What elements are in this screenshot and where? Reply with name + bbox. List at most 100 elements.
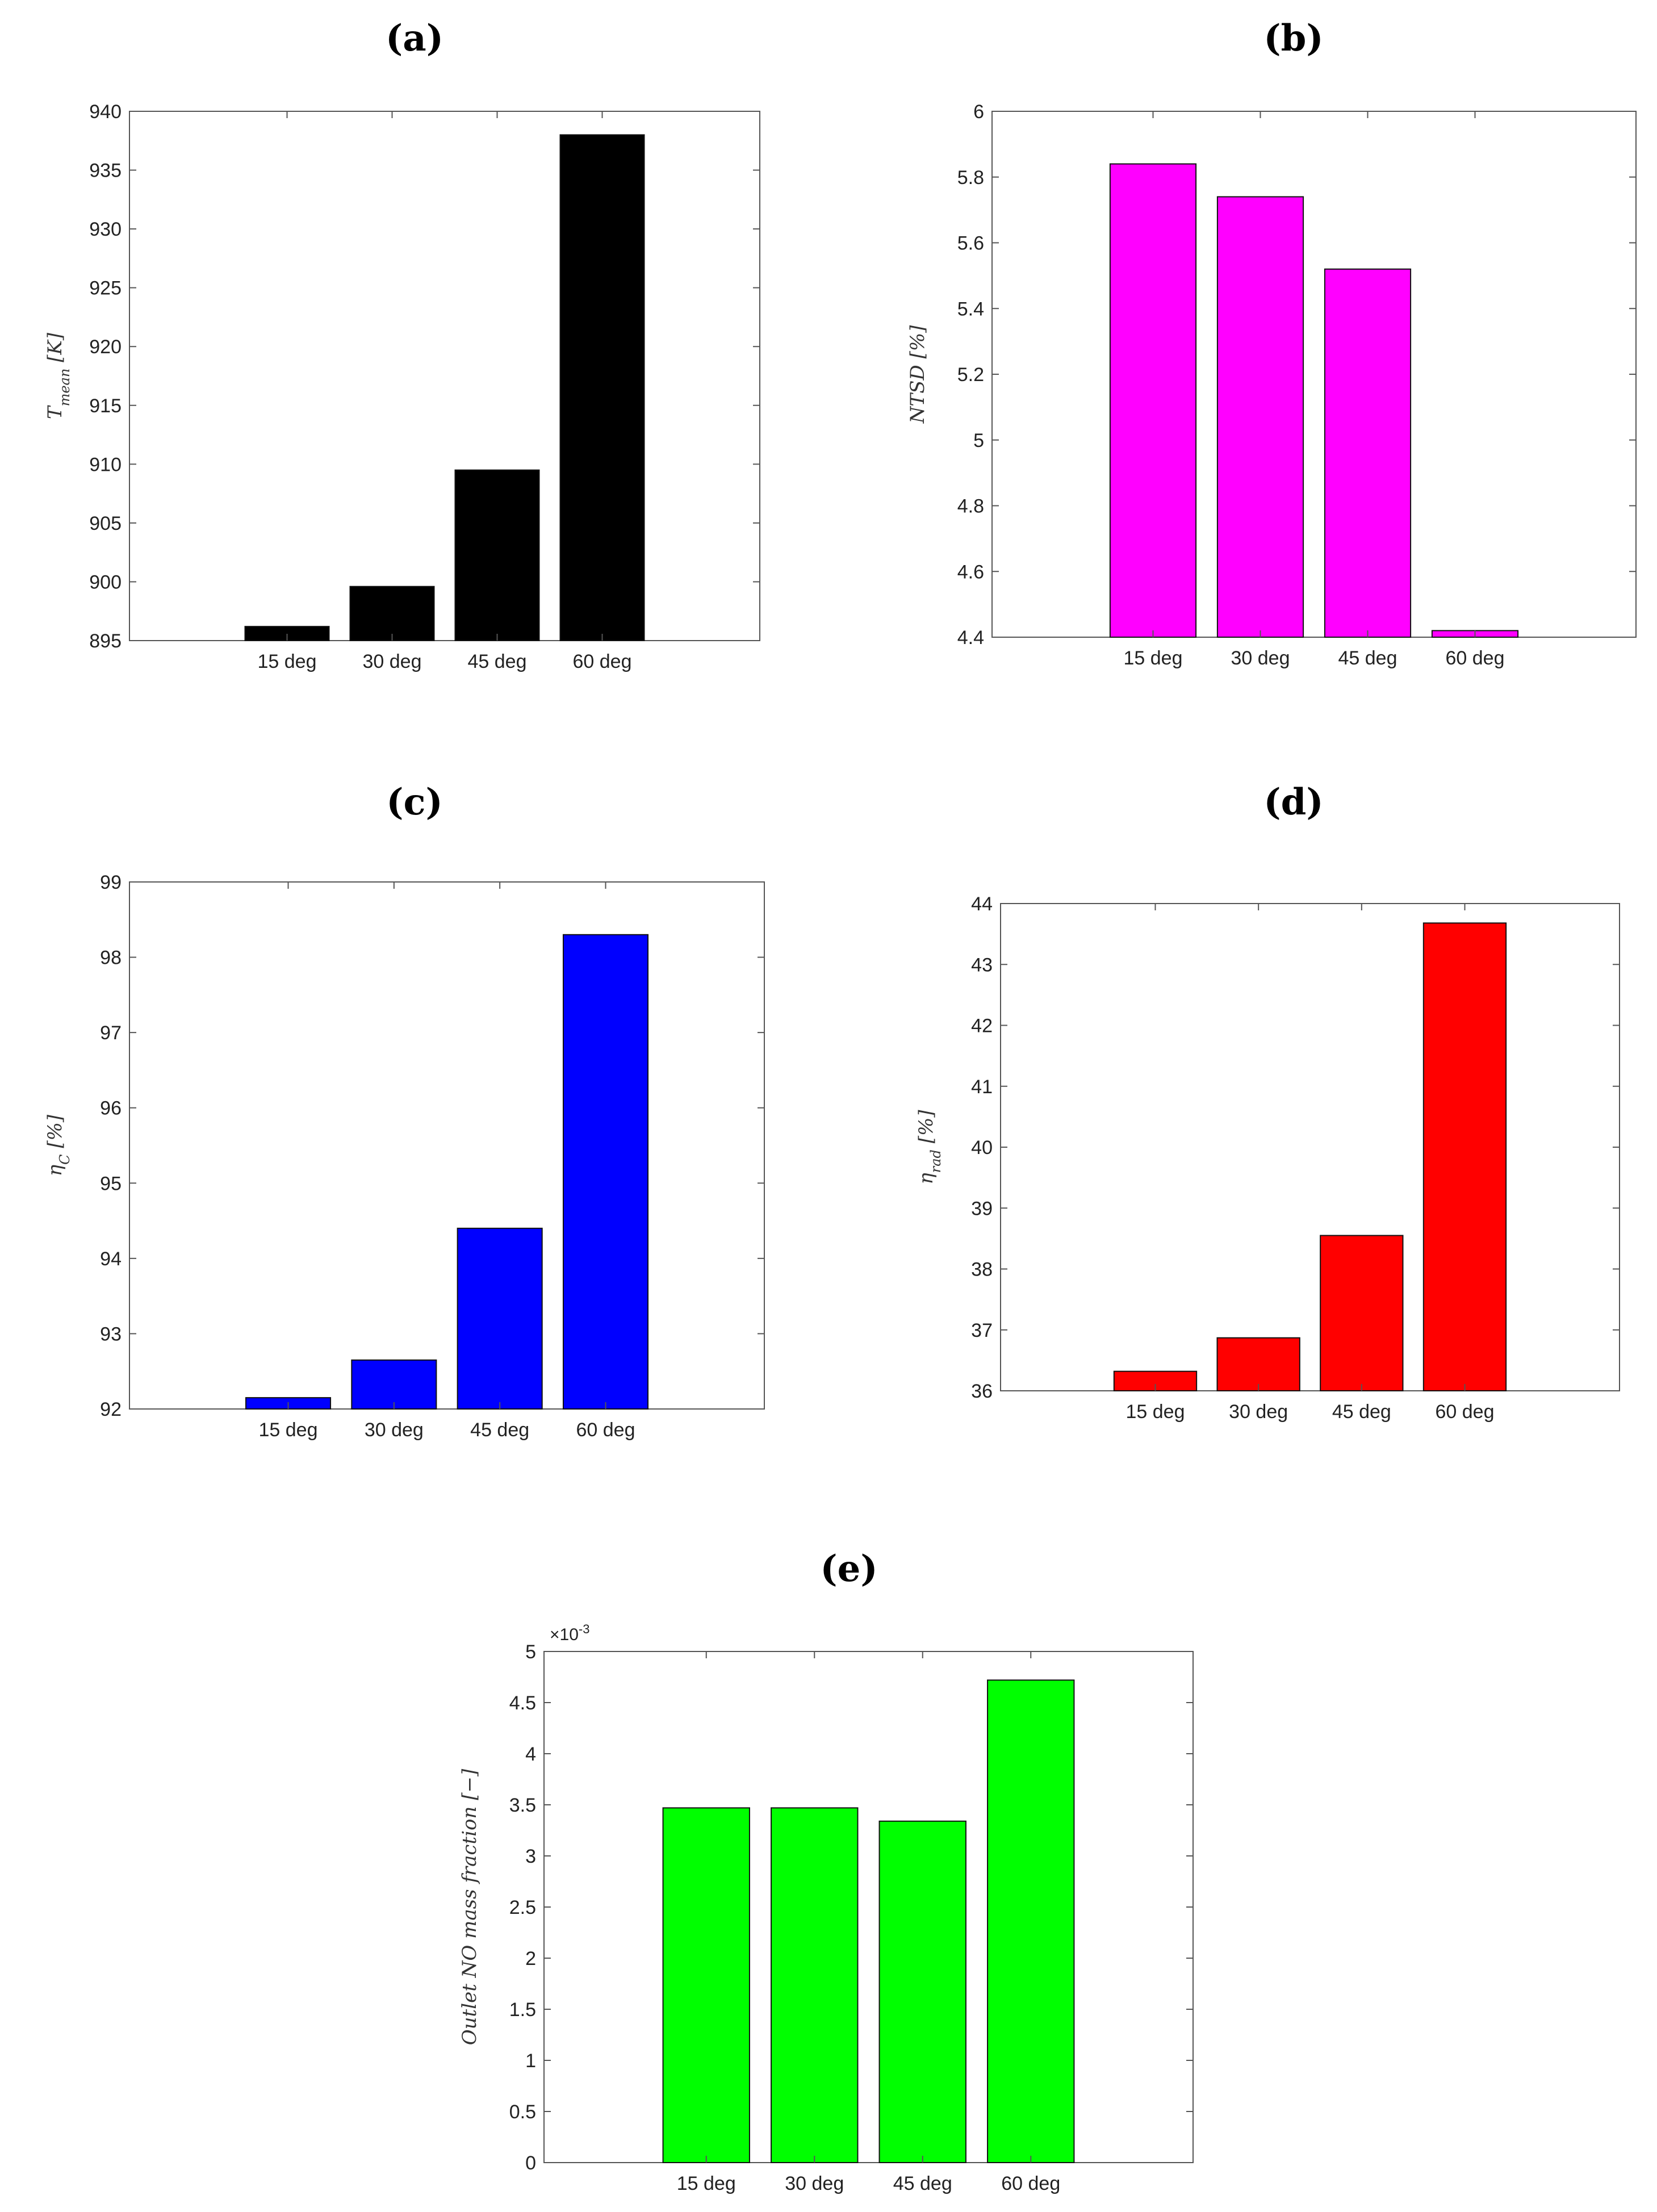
x-tick-label: 30 deg	[365, 1419, 424, 1441]
y-tick-label: 5.6	[957, 233, 984, 254]
y-axis-title: Tmean [K]	[44, 332, 73, 419]
panel-label-d: (d)	[1263, 781, 1324, 823]
y-tick-label: 4.5	[509, 1692, 536, 1714]
y-tick-label: 97	[100, 1022, 122, 1044]
y-tick-label: 0.5	[509, 2101, 536, 2123]
y-tick-label: 96	[100, 1098, 122, 1119]
y-tick-label: 6	[973, 101, 984, 123]
y-tick-label: 99	[100, 872, 122, 893]
axes-box	[543, 1651, 1194, 2163]
y-tick-label: 915	[89, 395, 122, 417]
y-tick-label: 0	[525, 2152, 536, 2174]
y-tick-label: 910	[89, 454, 122, 475]
bar-60-deg	[1422, 922, 1507, 1391]
x-tick-label: 30 deg	[1229, 1401, 1288, 1423]
x-tick-label: 60 deg	[573, 651, 632, 672]
x-tick-label: 15 deg	[259, 1419, 318, 1441]
x-tick-label: 45 deg	[893, 2173, 952, 2194]
y-tick-label: 92	[100, 1399, 122, 1420]
axes-box	[129, 111, 760, 641]
y-tick-label: 5	[973, 430, 984, 451]
y-tick-label: 5.8	[957, 167, 984, 189]
y-axis-title: ηrad [%]	[915, 1110, 944, 1185]
x-tick-label: 60 deg	[1446, 647, 1505, 669]
bar-45-deg	[1320, 1235, 1404, 1391]
x-tick-label: 15 deg	[258, 651, 317, 672]
y-tick-label: 93	[100, 1323, 122, 1345]
y-axis-title: NTSD [%]	[906, 325, 929, 424]
x-tick-label: 15 deg	[677, 2173, 736, 2194]
y-tick-label: 905	[89, 513, 122, 534]
y-tick-label: 2	[525, 1948, 536, 1970]
y-tick-label: 895	[89, 630, 122, 652]
y-axis-multiplier: ×10-3	[550, 1622, 589, 1645]
y-tick-label: 5	[525, 1641, 536, 1663]
y-tick-label: 5.4	[957, 298, 984, 320]
x-tick-label: 30 deg	[363, 651, 422, 672]
y-tick-label: 1	[525, 2050, 536, 2072]
y-tick-label: 36	[971, 1381, 993, 1402]
panel-label-a: (a)	[385, 17, 444, 60]
y-tick-label: 40	[971, 1137, 993, 1159]
x-tick-label: 15 deg	[1124, 647, 1183, 669]
y-tick-label: 44	[971, 893, 993, 915]
y-tick-label: 3	[525, 1846, 536, 1867]
bar-15-deg	[662, 1807, 750, 2163]
axes-box	[129, 881, 765, 1410]
y-tick-label: 94	[100, 1248, 122, 1270]
y-axis-title: Outlet NO mass fraction [−]	[458, 1768, 481, 2045]
x-tick-label: 60 deg	[576, 1419, 635, 1441]
y-tick-label: 935	[89, 160, 122, 182]
chart-c: 15 deg 30 deg 45 deg 60 deg 92 93 94 95 96 97 98 99…	[44, 872, 765, 1441]
y-tick-label: 3.5	[509, 1795, 536, 1816]
y-tick-label: 4.6	[957, 561, 984, 583]
bar-60-deg	[562, 934, 649, 1410]
panel-label-e: (e)	[820, 1548, 878, 1590]
bar-15-deg	[1109, 163, 1197, 638]
x-tick-label: 60 deg	[1001, 2173, 1060, 2194]
bar-30-deg	[349, 586, 435, 641]
y-tick-label: 940	[89, 101, 122, 123]
y-tick-label: 43	[971, 954, 993, 976]
bar-30-deg	[771, 1807, 859, 2163]
y-tick-label: 41	[971, 1076, 993, 1098]
bar-60-deg	[559, 134, 645, 641]
x-tick-label: 30 deg	[1231, 647, 1290, 669]
y-tick-label: 95	[100, 1173, 122, 1194]
bar-30-deg	[351, 1359, 437, 1410]
bar-30-deg	[1216, 1337, 1300, 1391]
y-tick-label: 925	[89, 278, 122, 299]
y-tick-label: 1.5	[509, 1999, 536, 2021]
x-tick-label: 45 deg	[468, 651, 527, 672]
x-tick-label: 30 deg	[785, 2173, 844, 2194]
y-tick-label: 39	[971, 1198, 993, 1219]
x-tick-label: 60 deg	[1436, 1401, 1495, 1423]
x-tick-label: 15 deg	[1126, 1401, 1185, 1423]
panel-label-c: (c)	[386, 781, 443, 823]
bar-30-deg	[1216, 196, 1304, 638]
y-tick-label: 920	[89, 336, 122, 358]
y-tick-label: 42	[971, 1015, 993, 1037]
y-tick-label: 4.8	[957, 496, 984, 517]
panel-label-b: (b)	[1263, 17, 1324, 60]
y-tick-label: 98	[100, 947, 122, 969]
chart-a: 15 deg 30 deg 45 deg 60 deg 895 900 905 910 915 9…	[44, 101, 760, 672]
bar-45-deg	[878, 1820, 966, 2164]
y-tick-label: 38	[971, 1259, 993, 1281]
bar-45-deg	[1324, 268, 1412, 638]
x-tick-label: 45 deg	[470, 1419, 529, 1441]
bar-60-deg	[987, 1679, 1075, 2163]
y-tick-label: 900	[89, 571, 122, 593]
x-tick-label: 45 deg	[1338, 647, 1397, 669]
chart-d: 15 deg 30 deg 45 deg 60 deg 36 37 38 39 40 41 42 43…	[915, 893, 1620, 1423]
y-tick-label: 2.5	[509, 1897, 536, 1918]
y-tick-label: 930	[89, 219, 122, 240]
y-tick-label: 5.2	[957, 364, 984, 386]
y-tick-label: 4.4	[957, 627, 984, 649]
bar-45-deg	[454, 469, 540, 641]
x-tick-label: 45 deg	[1332, 1401, 1391, 1423]
y-tick-label: 37	[971, 1320, 993, 1341]
y-tick-label: 4	[525, 1743, 536, 1765]
chart-b: 15 deg 30 deg 45 deg 60 deg 4.4 4.6 4.8 5 5.2 5.4…	[906, 101, 1637, 669]
